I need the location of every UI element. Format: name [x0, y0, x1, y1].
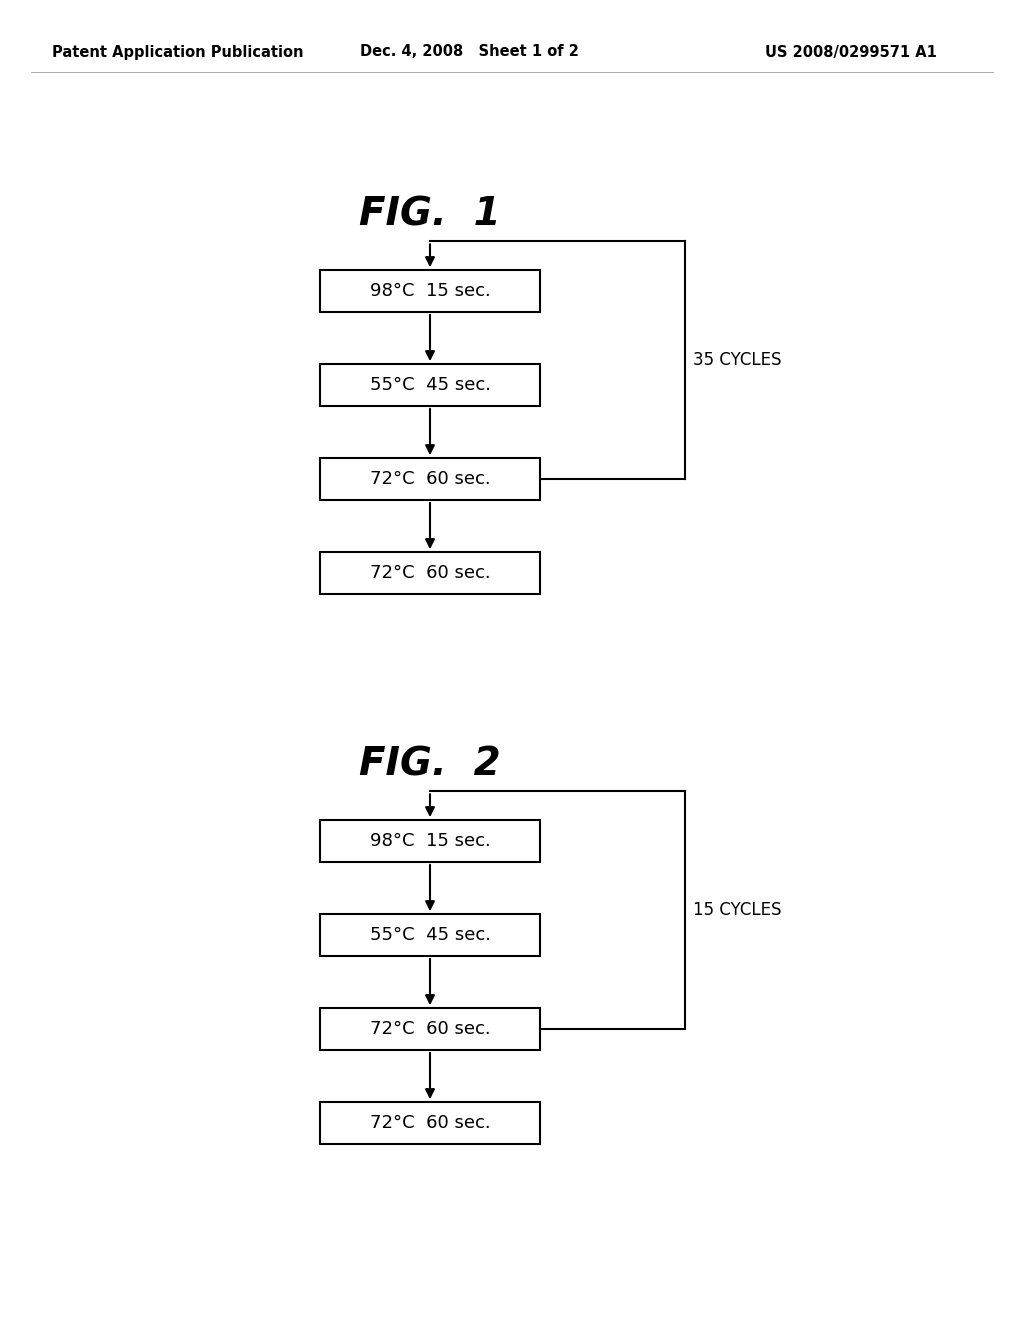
Text: 35 CYCLES: 35 CYCLES	[693, 351, 781, 370]
Text: FIG.  2: FIG. 2	[359, 744, 501, 783]
Text: 72°C  60 sec.: 72°C 60 sec.	[370, 1114, 490, 1133]
Text: Patent Application Publication: Patent Application Publication	[52, 45, 303, 59]
Text: FIG.  1: FIG. 1	[359, 195, 501, 234]
Text: 55°C  45 sec.: 55°C 45 sec.	[370, 927, 490, 944]
Bar	[319, 552, 540, 594]
Text: 55°C  45 sec.: 55°C 45 sec.	[370, 376, 490, 393]
Text: US 2008/0299571 A1: US 2008/0299571 A1	[765, 45, 937, 59]
Text: 98°C  15 sec.: 98°C 15 sec.	[370, 282, 490, 300]
Text: 72°C  60 sec.: 72°C 60 sec.	[370, 470, 490, 488]
Bar	[319, 820, 540, 862]
Bar	[319, 1008, 540, 1049]
Text: 15 CYCLES: 15 CYCLES	[693, 902, 781, 919]
Bar	[319, 458, 540, 500]
Text: 72°C  60 sec.: 72°C 60 sec.	[370, 564, 490, 582]
Bar	[319, 1102, 540, 1144]
Text: 98°C  15 sec.: 98°C 15 sec.	[370, 832, 490, 850]
Bar	[319, 364, 540, 407]
Bar	[319, 913, 540, 956]
Text: Dec. 4, 2008   Sheet 1 of 2: Dec. 4, 2008 Sheet 1 of 2	[360, 45, 579, 59]
Bar	[319, 271, 540, 312]
Text: 72°C  60 sec.: 72°C 60 sec.	[370, 1020, 490, 1038]
